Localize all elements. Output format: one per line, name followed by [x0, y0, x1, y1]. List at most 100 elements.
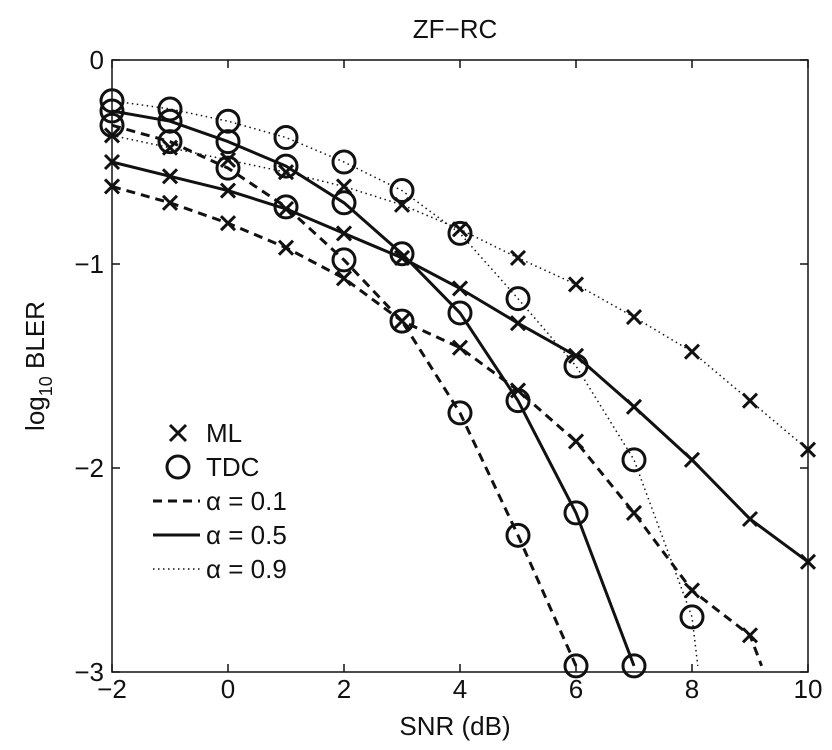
- data-point-tdc: [505, 522, 531, 548]
- data-point-tdc: [215, 155, 241, 181]
- y-axis-label-log: log: [20, 396, 50, 431]
- marker-x-stroke: [683, 451, 701, 468]
- legend-label: ML: [206, 418, 242, 448]
- data-point-tdc: [389, 308, 415, 334]
- data-point-ml: [277, 239, 295, 256]
- data-point-ml: [335, 178, 353, 195]
- legend-marker-o: [165, 454, 191, 480]
- data-point-ml: [451, 280, 469, 297]
- marker-x-stroke: [625, 308, 643, 326]
- marker-x-stroke: [683, 343, 701, 360]
- x-tick-label: 8: [685, 674, 699, 704]
- data-point-ml: [509, 315, 527, 332]
- x-tick-label: −2: [97, 674, 127, 704]
- data-point-tdc: [447, 300, 473, 326]
- x-tick-label: 6: [569, 674, 583, 704]
- data-point-tdc: [389, 241, 415, 267]
- data-point-tdc: [447, 400, 473, 426]
- marker-x-stroke: [683, 582, 701, 599]
- series-ml-alpha-0-9: [103, 127, 817, 458]
- marker-x-stroke: [741, 627, 759, 644]
- legend-label: α = 0.9: [206, 554, 287, 584]
- data-point-ml: [161, 168, 179, 185]
- marker-x-stroke: [393, 313, 411, 330]
- marker-x-stroke: [451, 339, 469, 356]
- x-axis-label: SNR (dB): [399, 711, 510, 741]
- marker-x-stroke: [741, 510, 759, 528]
- marker-x-stroke: [567, 276, 585, 293]
- data-point-ml: [451, 339, 469, 356]
- marker-x-stroke: [625, 398, 643, 415]
- legend-label: TDC: [206, 452, 259, 482]
- data-point-tdc: [215, 129, 241, 155]
- series-ml-alpha-0-1: [103, 178, 764, 667]
- data-point-ml: [219, 151, 237, 169]
- data-point-ml: [683, 343, 701, 360]
- data-point-tdc: [331, 190, 357, 216]
- data-point-ml: [567, 433, 585, 450]
- series-line-tdc-alpha-0-1: [111, 123, 578, 667]
- series-tdc-alpha-0-1: [99, 112, 589, 679]
- y-tick-label: −1: [74, 249, 104, 279]
- data-point-tdc: [273, 194, 299, 220]
- marker-x-stroke: [161, 168, 179, 185]
- marker-x-stroke: [168, 423, 188, 443]
- data-point-ml: [219, 215, 237, 232]
- data-point-tdc: [215, 108, 241, 134]
- data-point-ml: [741, 510, 759, 528]
- data-point-tdc: [389, 178, 415, 204]
- data-point-tdc: [679, 604, 705, 630]
- data-point-tdc: [273, 125, 299, 151]
- marker-x-stroke: [219, 215, 237, 232]
- data-point-tdc: [273, 153, 299, 179]
- data-point-ml: [335, 270, 353, 287]
- y-tick-label: 0: [90, 45, 104, 75]
- data-point-tdc: [563, 353, 589, 379]
- marker-x-stroke: [219, 182, 237, 199]
- data-point-tdc: [621, 653, 647, 679]
- marker-x-stroke: [335, 225, 353, 242]
- data-point-tdc: [621, 447, 647, 473]
- marker-x-stroke: [451, 280, 469, 297]
- marker-x-stroke: [509, 315, 527, 332]
- legend: ML TDC α = 0.1 α = 0.5 α = 0.9: [153, 418, 287, 584]
- data-point-ml: [683, 582, 701, 599]
- marker-x-stroke: [741, 392, 759, 409]
- marker-x-stroke: [277, 200, 295, 217]
- marker-x-stroke: [335, 178, 353, 195]
- data-point-tdc: [505, 388, 531, 414]
- ticks-layer: −2 0 2 4 6 8 100−1−2−3: [74, 45, 822, 704]
- series-ml-alpha-0-5: [103, 153, 817, 570]
- series-layer: [99, 88, 817, 679]
- data-point-ml: [625, 398, 643, 415]
- marker-x-stroke: [335, 270, 353, 287]
- marker-x-stroke: [509, 249, 527, 266]
- data-point-ml: [219, 182, 237, 199]
- data-point-tdc: [563, 653, 589, 679]
- data-point-tdc: [331, 149, 357, 175]
- y-axis-label-subscript: 10: [36, 376, 56, 396]
- data-point-ml: [161, 194, 179, 211]
- x-tick-label: 4: [453, 674, 467, 704]
- data-point-tdc: [447, 220, 473, 246]
- marker-x-stroke: [277, 239, 295, 256]
- data-point-ml: [683, 451, 701, 468]
- y-tick-label: −2: [74, 453, 104, 483]
- data-point-ml: [335, 225, 353, 242]
- data-point-ml: [741, 392, 759, 409]
- marker-x-stroke: [219, 151, 237, 169]
- y-tick-label: −3: [74, 657, 104, 687]
- y-axis-label: log10 BLER: [20, 301, 56, 431]
- marker-x-stroke: [161, 194, 179, 211]
- data-point-ml: [625, 504, 643, 521]
- legend-label: α = 0.1: [206, 486, 287, 516]
- x-tick-label: 2: [337, 674, 351, 704]
- x-tick-label: 10: [794, 674, 823, 704]
- series-tdc-alpha-0-5: [99, 98, 647, 679]
- data-point-tdc: [157, 108, 183, 134]
- data-point-tdc: [563, 500, 589, 526]
- legend-marker-x: [168, 423, 188, 443]
- data-point-tdc: [157, 96, 183, 122]
- series-line-tdc-alpha-0-5: [111, 109, 636, 667]
